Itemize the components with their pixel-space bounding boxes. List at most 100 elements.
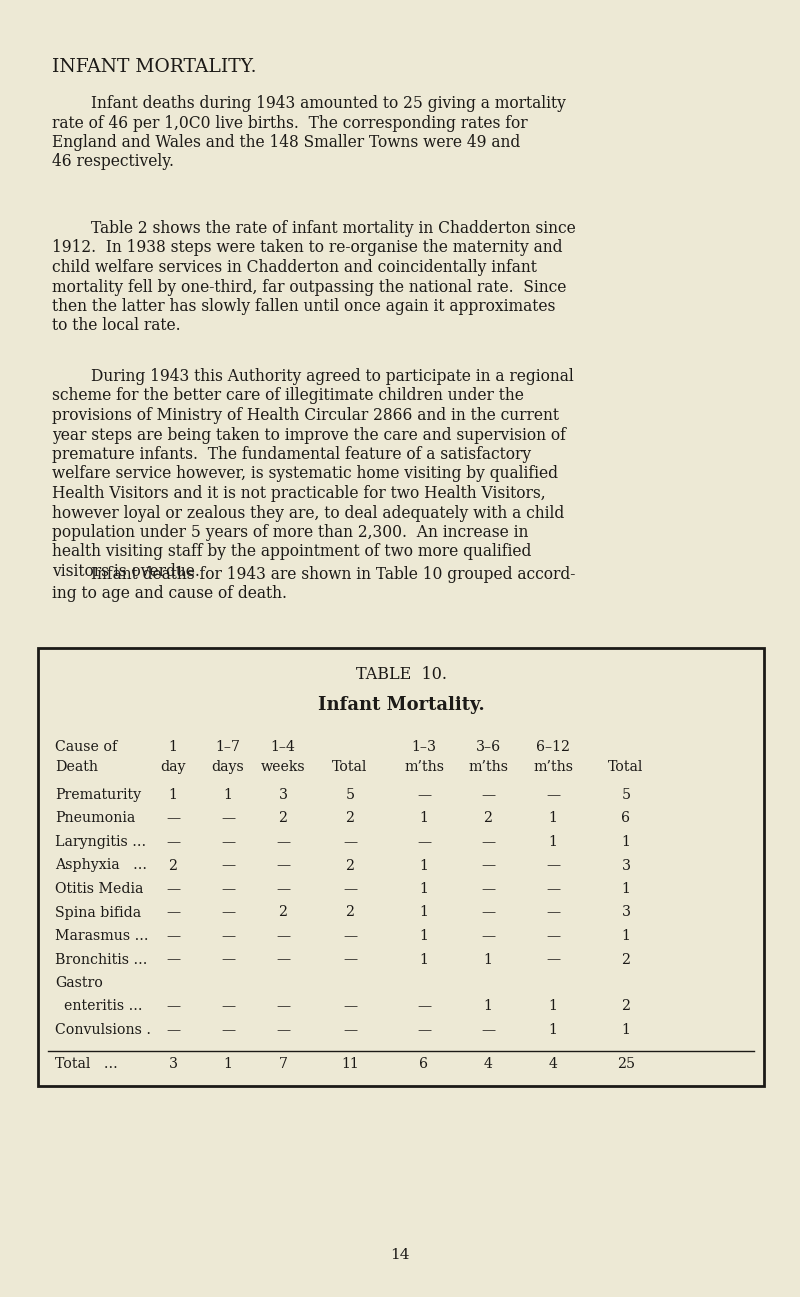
Text: —: — — [343, 1023, 357, 1038]
Text: INFANT MORTALITY.: INFANT MORTALITY. — [52, 58, 257, 77]
Text: 1: 1 — [549, 1023, 558, 1038]
Text: —: — — [221, 859, 235, 873]
Text: —: — — [276, 929, 290, 943]
Text: 1: 1 — [419, 859, 429, 873]
Text: —: — — [481, 859, 495, 873]
Text: Total: Total — [332, 760, 368, 774]
Text: 2: 2 — [622, 952, 630, 966]
Text: 46 respectively.: 46 respectively. — [52, 153, 174, 170]
Text: —: — — [276, 859, 290, 873]
Text: m’ths: m’ths — [468, 760, 508, 774]
Text: Total: Total — [608, 760, 644, 774]
Text: —: — — [276, 835, 290, 850]
Text: 2: 2 — [346, 905, 354, 920]
Text: —: — — [166, 812, 180, 825]
Text: 1: 1 — [549, 812, 558, 825]
Text: year steps are being taken to improve the care and supervision of: year steps are being taken to improve th… — [52, 427, 566, 444]
Text: —: — — [417, 835, 431, 850]
Text: 1: 1 — [419, 882, 429, 896]
Text: —: — — [481, 905, 495, 920]
Text: 4: 4 — [483, 1057, 493, 1071]
Text: Spina bifida: Spina bifida — [55, 905, 141, 920]
Text: Cause of: Cause of — [55, 741, 118, 754]
Text: 1: 1 — [419, 812, 429, 825]
Text: Death: Death — [55, 760, 98, 774]
Text: —: — — [221, 812, 235, 825]
Text: 1: 1 — [169, 741, 178, 754]
Text: —: — — [221, 929, 235, 943]
Text: Table 2 shows the rate of infant mortality in Chadderton since: Table 2 shows the rate of infant mortali… — [52, 220, 576, 237]
Text: —: — — [481, 929, 495, 943]
Text: 5: 5 — [622, 789, 630, 802]
Text: 2: 2 — [622, 1000, 630, 1013]
Text: —: — — [221, 952, 235, 966]
Text: 3: 3 — [622, 859, 630, 873]
Text: 1: 1 — [169, 789, 178, 802]
Text: 11: 11 — [341, 1057, 359, 1071]
Text: 2: 2 — [169, 859, 178, 873]
Text: day: day — [160, 760, 186, 774]
Text: 3–6: 3–6 — [475, 741, 501, 754]
Text: —: — — [481, 835, 495, 850]
Text: 1: 1 — [622, 882, 630, 896]
Text: enteritis ...: enteritis ... — [55, 1000, 142, 1013]
Text: —: — — [166, 1000, 180, 1013]
Text: 2: 2 — [346, 859, 354, 873]
Text: 1: 1 — [223, 789, 233, 802]
Text: 2: 2 — [278, 812, 287, 825]
Text: 1: 1 — [622, 1023, 630, 1038]
Text: 1: 1 — [483, 952, 493, 966]
Text: 3: 3 — [169, 1057, 178, 1071]
Text: Infant deaths during 1943 amounted to 25 giving a mortality: Infant deaths during 1943 amounted to 25… — [52, 95, 566, 112]
Text: Marasmus ...: Marasmus ... — [55, 929, 149, 943]
Text: 6: 6 — [622, 812, 630, 825]
Text: m’ths: m’ths — [533, 760, 573, 774]
Text: days: days — [212, 760, 244, 774]
Text: —: — — [221, 882, 235, 896]
Text: rate of 46 per 1,0C0 live births.  The corresponding rates for: rate of 46 per 1,0C0 live births. The co… — [52, 114, 528, 131]
Text: 3: 3 — [622, 905, 630, 920]
Text: —: — — [343, 929, 357, 943]
Text: premature infants.  The fundamental feature of a satisfactory: premature infants. The fundamental featu… — [52, 446, 531, 463]
Text: Prematurity: Prematurity — [55, 789, 141, 802]
Text: 1: 1 — [419, 952, 429, 966]
Text: 2: 2 — [278, 905, 287, 920]
Text: health visiting staff by the appointment of two more qualified: health visiting staff by the appointment… — [52, 543, 531, 560]
Text: —: — — [546, 882, 560, 896]
Text: Bronchitis ...: Bronchitis ... — [55, 952, 147, 966]
Text: Gastro: Gastro — [55, 977, 103, 990]
Text: 2: 2 — [346, 812, 354, 825]
Text: Laryngitis ...: Laryngitis ... — [55, 835, 146, 850]
Text: —: — — [546, 789, 560, 802]
Text: —: — — [221, 1023, 235, 1038]
Text: 5: 5 — [346, 789, 354, 802]
Text: visitors is overdue.: visitors is overdue. — [52, 563, 200, 580]
Text: —: — — [166, 905, 180, 920]
Text: mortality fell by one-third, far outpassing the national rate.  Since: mortality fell by one-third, far outpass… — [52, 279, 566, 296]
Text: 1: 1 — [483, 1000, 493, 1013]
Text: Total   ...: Total ... — [55, 1057, 118, 1071]
Text: —: — — [481, 882, 495, 896]
Text: 1: 1 — [622, 835, 630, 850]
Text: —: — — [546, 905, 560, 920]
Text: —: — — [417, 789, 431, 802]
Text: —: — — [166, 952, 180, 966]
Text: 1: 1 — [549, 1000, 558, 1013]
Text: Health Visitors and it is not practicable for two Health Visitors,: Health Visitors and it is not practicabl… — [52, 485, 546, 502]
Text: then the latter has slowly fallen until once again it approximates: then the latter has slowly fallen until … — [52, 298, 555, 315]
Text: 1–4: 1–4 — [270, 741, 295, 754]
Text: —: — — [221, 1000, 235, 1013]
Text: 1: 1 — [622, 929, 630, 943]
Text: —: — — [546, 952, 560, 966]
Bar — [38, 648, 764, 1086]
Text: however loyal or zealous they are, to deal adequately with a child: however loyal or zealous they are, to de… — [52, 505, 564, 521]
Text: 1: 1 — [549, 835, 558, 850]
Text: —: — — [276, 882, 290, 896]
Text: 1: 1 — [419, 929, 429, 943]
Text: scheme for the better care of illegitimate children under the: scheme for the better care of illegitima… — [52, 388, 524, 405]
Text: 1–7: 1–7 — [215, 741, 241, 754]
Text: Convulsions .: Convulsions . — [55, 1023, 151, 1038]
Text: —: — — [221, 835, 235, 850]
Text: —: — — [481, 1023, 495, 1038]
Text: —: — — [276, 1000, 290, 1013]
